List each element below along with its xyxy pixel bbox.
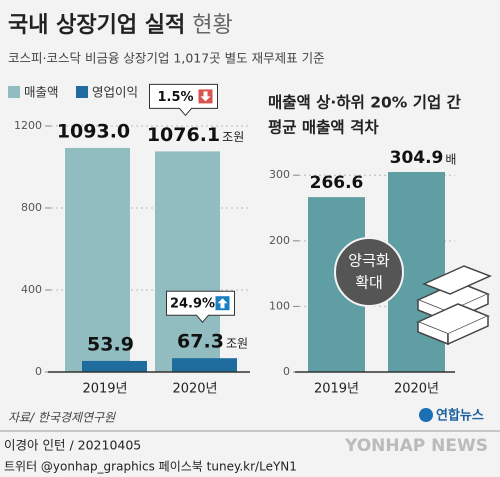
y-tick-label: 200 [269, 234, 290, 247]
unit-label: 조원 [222, 130, 244, 144]
money-icon [416, 265, 492, 346]
value-label: 53.9 [87, 333, 134, 355]
y-tick-label: 0 [35, 365, 42, 378]
arrow [200, 91, 211, 102]
unit-label: 배 [445, 153, 456, 167]
social: 트위터 @yonhap_graphics 페이스북 tuney.kr/LeYN1 [4, 460, 297, 474]
arrow [217, 298, 228, 309]
annotation: 24.9% [166, 290, 235, 323]
subtitle: 코스피·코스닥 비금융 상장기업 1,017곳 별도 재무제표 기준 [8, 51, 325, 66]
x-tick-label: 2019년 [82, 382, 127, 397]
bar [82, 360, 147, 372]
value-label: 1093.0 [57, 120, 130, 142]
chart-title: 평균 매출액 격차 [268, 118, 379, 137]
y-tick-label: 300 [269, 168, 290, 181]
value-label: 266.6 [310, 173, 364, 193]
y-tick-label: 800 [21, 201, 42, 214]
bubble-text: 확대 [355, 274, 383, 292]
x-tick-label: 2020년 [394, 382, 439, 397]
title-light: 현황 [192, 13, 232, 38]
value-label: 304.9 [390, 148, 444, 168]
byline: 이경아 인턴 / 20210405 [4, 438, 141, 453]
watermark: YONHAP NEWS [344, 436, 488, 456]
annotation-text: 24.9% [170, 297, 215, 312]
bubble [334, 237, 404, 307]
unit-label: 조원 [226, 337, 248, 351]
legend-swatch [8, 86, 20, 98]
annotation: 1.5% [149, 83, 218, 117]
chart-title: 매출액 상·하위 20% 기업 간 [268, 93, 462, 112]
x-tick-label: 2019년 [314, 382, 359, 397]
legend-swatch [76, 86, 88, 98]
y-tick-label: 400 [21, 283, 42, 296]
legend-label: 영업이익 [92, 85, 138, 100]
bubble-text: 양극화 [348, 252, 390, 270]
source: 자료/ 한국경제연구원 [8, 411, 116, 425]
bar [172, 358, 237, 372]
x-tick-label: 2020년 [172, 382, 217, 397]
value-label: 67.3 [177, 331, 224, 353]
bar [155, 151, 220, 372]
logo: 연합뉴스 [436, 408, 484, 424]
y-tick-label: 100 [269, 299, 290, 312]
title: 국내 상장기업 실적 [8, 13, 185, 38]
value-label: 1076.1 [147, 124, 220, 146]
y-tick-label: 0 [283, 365, 290, 378]
annotation-text: 1.5% [157, 90, 193, 105]
y-tick-label: 1200 [14, 119, 42, 132]
logo-mark [419, 408, 433, 422]
legend-label: 매출액 [24, 85, 59, 100]
bar [65, 147, 130, 372]
